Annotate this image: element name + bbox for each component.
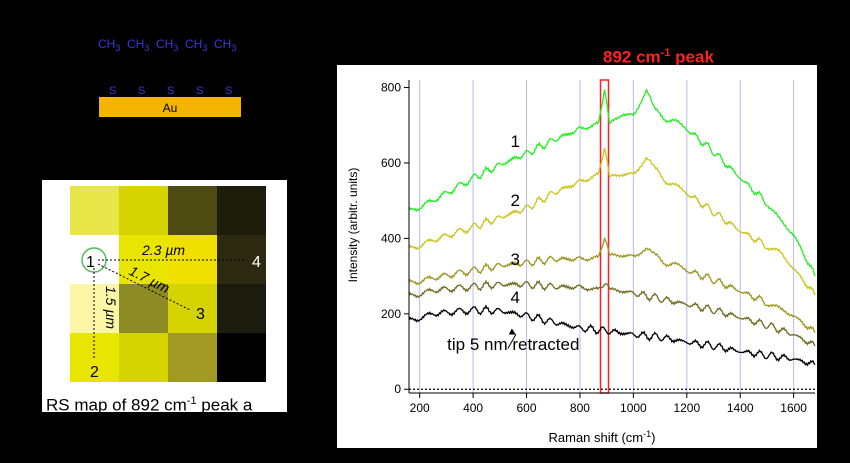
map-cell [119,284,168,333]
sulfur-label: S [138,85,145,97]
x-tick-label: 1600 [780,401,807,415]
map-cell [119,333,168,382]
map-cell [217,235,266,284]
map-cell [217,186,266,235]
map-cell [217,333,266,382]
map-caption: RS map of 892 cm-1 peak a [46,395,253,412]
sulfur-label: S [225,85,232,97]
map-cell [119,186,168,235]
x-tick-label: 1000 [620,401,647,415]
peak-title: 892 cm-1 peak [603,47,714,67]
map-cell [168,235,217,284]
methyl-group-label: CH3 [214,37,236,53]
distance-1-4-label: 2.3 µm [141,242,185,258]
tip-label-arrowhead [508,328,516,335]
series-line-tip-5-nm-retracted [408,304,816,367]
map-cell [168,333,217,382]
x-tick-label: 1200 [673,401,700,415]
x-tick-label: 200 [410,401,430,415]
alkyl-chain [195,52,203,87]
series-label-3: 3 [511,250,520,269]
substrate-label: Au [163,101,178,115]
x-tick-label: 400 [463,401,483,415]
y-axis-label: Intensity (arbitr. units) [346,168,360,283]
y-tick-label: 200 [381,307,401,321]
y-tick-label: 400 [381,231,401,245]
methyl-group-label: CH3 [156,37,178,53]
y-tick-label: 0 [394,382,401,396]
y-tick-label: 600 [381,156,401,170]
series-label-1: 1 [511,132,520,151]
sulfur-label: S [196,85,203,97]
spectrum-panel: 0 200 400 600 800 200 400 600 800 1000 1200 1400 160… [337,65,817,448]
distance-line-1-3 [97,263,191,311]
sulfur-label: S [109,85,116,97]
x-tick-label: 600 [517,401,537,415]
alkyl-chain [224,52,232,87]
series-line-4 [408,279,816,347]
point-1-label: 1 [86,254,95,271]
alkyl-chain [108,52,116,87]
raman-map-panel: 1 4 3 2 2.3 µm 1.7 µm 1.5 µm RS map of 8… [42,180,287,412]
map-cell [168,284,217,333]
x-tick-label: 800 [570,401,590,415]
series-label-4: 4 [511,288,520,307]
tip-label-arrow [507,334,517,349]
y-tick-label: 800 [381,81,401,95]
series-line-1 [408,88,816,277]
point-3-label: 3 [196,306,205,323]
peak-highlight-box [599,79,610,394]
gold-substrate [99,97,241,117]
distance-1-2-label: 1.5 µm [103,286,119,329]
point-4-label: 4 [252,254,261,271]
raman-map: 1 4 3 2 2.3 µm 1.7 µm 1.5 µm [70,186,266,382]
alkyl-chain [166,52,174,87]
alkyl-chain [137,52,145,87]
map-cell [217,284,266,333]
methyl-group-label: CH3 [98,37,120,53]
point-2-label: 2 [90,364,99,381]
methyl-group-label: CH3 [185,37,207,53]
sulfur-label: S [167,85,174,97]
series-label-2: 2 [511,191,520,210]
map-cell [70,186,119,235]
x-axis-label: Raman shift (cm-1) [549,429,656,445]
series-line-3 [408,236,816,334]
map-cell [168,186,217,235]
sam-schematic: CH3 S CH3 S CH3 S CH3 S CH3 S Au [98,37,241,117]
series-line-2 [408,147,816,296]
series-label-tip-retracted: tip 5 nm retracted [447,335,579,354]
x-tick-label: 1400 [727,401,754,415]
methyl-group-label: CH3 [127,37,149,53]
raman-spectrum-chart: 0 200 400 600 800 200 400 600 800 1000 1200 1400 160… [346,79,816,445]
